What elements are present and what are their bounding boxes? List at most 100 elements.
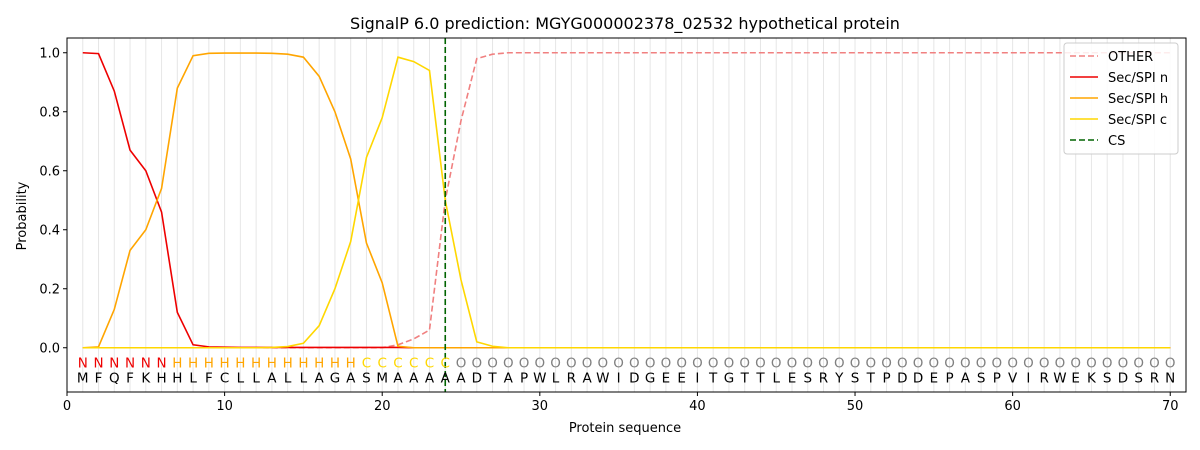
region-label: O: [629, 356, 640, 372]
residue-letter: G: [645, 370, 655, 386]
series-line-sec-spi-n: [82, 51, 1171, 349]
y-tick-label: 0.2: [39, 282, 60, 297]
region-label: H: [314, 356, 324, 372]
x-axis-label: Protein sequence: [569, 421, 681, 436]
region-label: O: [960, 356, 971, 372]
legend-entry: Sec/SPI c: [1108, 113, 1167, 128]
residue-letter: E: [662, 370, 671, 386]
x-tick-label: 60: [1004, 399, 1021, 414]
residue-letter: L: [189, 370, 197, 386]
residue-letter: P: [993, 370, 1001, 386]
residue-letter: D: [629, 370, 639, 386]
residue-letter: A: [267, 370, 277, 386]
region-label: H: [172, 356, 182, 372]
region-label: C: [377, 356, 386, 372]
region-label: O: [1118, 356, 1129, 372]
region-label: O: [613, 356, 624, 372]
region-label: O: [944, 356, 955, 372]
residue-letter: K: [141, 370, 151, 386]
region-label: O: [676, 356, 687, 372]
region-label: O: [1102, 356, 1113, 372]
residue-letter: A: [425, 370, 435, 386]
residue-letter: S: [851, 370, 860, 386]
residue-letter: H: [156, 370, 166, 386]
chart-title: SignalP 6.0 prediction: MGYG000002378_02…: [350, 14, 900, 34]
residue-letter: E: [677, 370, 686, 386]
residue-letter: W: [533, 370, 546, 386]
residue-letter: M: [77, 370, 89, 386]
region-label: O: [1055, 356, 1066, 372]
residue-letter: G: [724, 370, 734, 386]
x-tick-label: 20: [374, 399, 391, 414]
region-label: O: [850, 356, 861, 372]
legend-entry: OTHER: [1108, 50, 1153, 65]
region-label: O: [692, 356, 703, 372]
region-label: O: [897, 356, 908, 372]
legend: OTHER Sec/SPI n Sec/SPI h Sec/SPI c CS: [1063, 42, 1179, 155]
region-label: O: [881, 356, 892, 372]
residue-letter: E: [930, 370, 939, 386]
residue-letter: A: [456, 370, 466, 386]
residue-letter: L: [300, 370, 308, 386]
x-tick-label: 30: [532, 399, 549, 414]
series-line-sec-spi-c: [82, 56, 1171, 349]
residue-letter: I: [1026, 370, 1030, 386]
x-tick-label: 10: [216, 399, 233, 414]
residue-letter: T: [755, 370, 765, 386]
residue-letter: Q: [109, 370, 120, 386]
residue-letter: S: [1134, 370, 1143, 386]
region-label: O: [1023, 356, 1034, 372]
region-label: O: [566, 356, 577, 372]
residue-letter: F: [205, 370, 213, 386]
region-label: H: [251, 356, 261, 372]
region-label: N: [157, 356, 167, 372]
region-label: O: [771, 356, 782, 372]
x-tick-label: 40: [689, 399, 706, 414]
residue-letter: D: [1118, 370, 1128, 386]
legend-entry: CS: [1108, 134, 1125, 149]
residue-letter: L: [237, 370, 245, 386]
region-label: O: [865, 356, 876, 372]
residue-letter: P: [520, 370, 528, 386]
residue-letter: K: [1087, 370, 1097, 386]
region-label: O: [582, 356, 593, 372]
residue-letter: P: [882, 370, 890, 386]
y-tick-label: 0.4: [39, 223, 60, 238]
region-label: O: [598, 356, 609, 372]
y-tick-label: 0.6: [39, 164, 60, 179]
residue-letter: D: [472, 370, 482, 386]
region-label: O: [802, 356, 813, 372]
region-label: O: [708, 356, 719, 372]
residue-letter: A: [961, 370, 971, 386]
residue-letter: H: [172, 370, 182, 386]
residue-letter: D: [913, 370, 923, 386]
y-tick-label: 0.8: [39, 105, 60, 120]
region-label: O: [550, 356, 561, 372]
region-label: O: [818, 356, 829, 372]
residue-letter: A: [315, 370, 325, 386]
region-label: O: [519, 356, 530, 372]
region-label: C: [441, 356, 450, 372]
residue-letter: S: [1103, 370, 1112, 386]
residue-letter: P: [946, 370, 954, 386]
residue-letter: T: [708, 370, 718, 386]
region-label: O: [929, 356, 940, 372]
residue-letter: F: [95, 370, 103, 386]
region-label: O: [661, 356, 672, 372]
region-label: O: [1007, 356, 1018, 372]
region-label: N: [78, 356, 88, 372]
region-label: N: [141, 356, 151, 372]
region-label: H: [346, 356, 356, 372]
residue-letter: L: [284, 370, 292, 386]
region-label: O: [1039, 356, 1050, 372]
region-label: C: [393, 356, 402, 372]
residue-letter: A: [582, 370, 592, 386]
residue-letter: C: [220, 370, 229, 386]
region-label: O: [1086, 356, 1097, 372]
residue-letter: Y: [834, 370, 844, 386]
region-label: O: [456, 356, 467, 372]
x-tick-label: 70: [1162, 399, 1179, 414]
region-label: H: [267, 356, 277, 372]
legend-box: [1063, 42, 1179, 155]
